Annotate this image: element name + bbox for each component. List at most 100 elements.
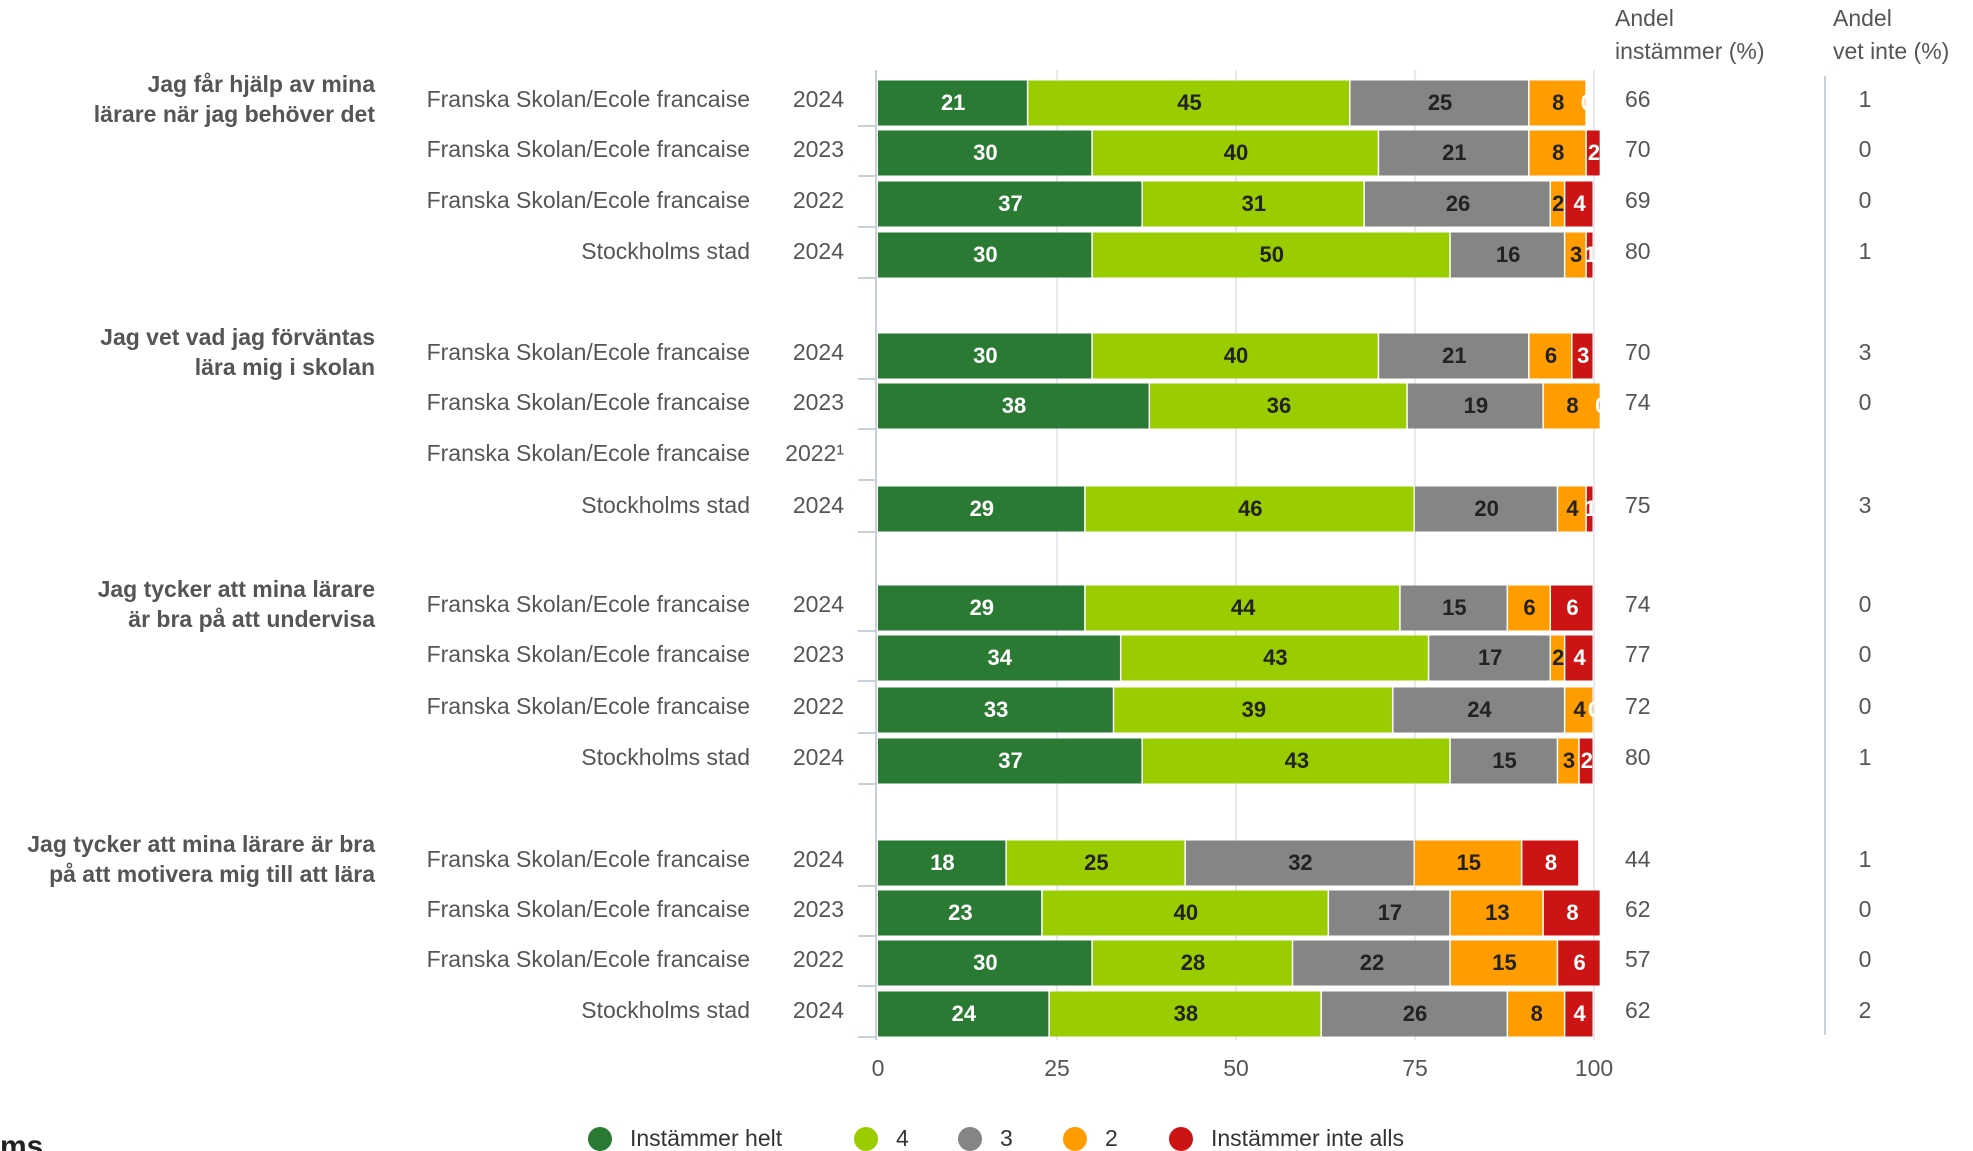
bar-segment bbox=[1558, 738, 1579, 784]
bar-segment bbox=[1185, 840, 1414, 886]
segment-label: 26 bbox=[1403, 1001, 1427, 1026]
segment-label: 44 bbox=[1231, 595, 1256, 620]
bar-segment bbox=[1565, 181, 1593, 227]
segment-label: 8 bbox=[1566, 900, 1578, 925]
segment-label: 25 bbox=[1084, 850, 1108, 875]
bar-segment bbox=[1085, 486, 1414, 532]
x-tick-label: 25 bbox=[1044, 1055, 1070, 1081]
segment-label: 21 bbox=[1442, 140, 1466, 165]
segment-label: 40 bbox=[1224, 140, 1248, 165]
question: Jag får hjälp av mina bbox=[147, 71, 375, 97]
bar-segment bbox=[1450, 232, 1564, 278]
segment-label: 23 bbox=[948, 900, 972, 925]
unit-label: Franska Skolan/Ecole francaise bbox=[427, 187, 750, 213]
agree-value: 69 bbox=[1625, 187, 1651, 213]
year-label: 2024 bbox=[793, 238, 844, 264]
dont-know-value: 0 bbox=[1859, 946, 1872, 972]
segment-label: 21 bbox=[941, 90, 965, 115]
segment-label: 25 bbox=[1428, 90, 1452, 115]
dont-know-value: 0 bbox=[1859, 136, 1872, 162]
segment-label: 22 bbox=[1360, 950, 1384, 975]
agree-value: 57 bbox=[1625, 946, 1651, 972]
segment-label: 20 bbox=[1474, 496, 1498, 521]
dont-know-value: 1 bbox=[1859, 238, 1872, 264]
agree-value: 62 bbox=[1625, 997, 1651, 1023]
bar-segment bbox=[1150, 383, 1407, 429]
segment-label: 2 bbox=[1552, 191, 1564, 216]
bar-segment bbox=[1558, 486, 1586, 532]
bar-segment bbox=[1407, 383, 1543, 429]
agree-value: 80 bbox=[1625, 744, 1651, 770]
question: Jag tycker att mina lärare bbox=[98, 576, 375, 602]
unit-label: Franska Skolan/Ecole francaise bbox=[427, 693, 750, 719]
segment-label: 8 bbox=[1531, 1001, 1543, 1026]
bar-segment bbox=[1085, 585, 1400, 631]
segment-label: 0 bbox=[1581, 90, 1593, 115]
dont-know-value: 3 bbox=[1859, 339, 1872, 365]
year-label: 2024 bbox=[793, 846, 844, 872]
segment-label: 0 bbox=[1588, 697, 1600, 722]
agree-value: 66 bbox=[1625, 86, 1651, 112]
year-label: 2022 bbox=[793, 693, 844, 719]
year-label: 2024 bbox=[793, 744, 844, 770]
bar-segment bbox=[1450, 890, 1543, 936]
unit-label: Franska Skolan/Ecole francaise bbox=[427, 591, 750, 617]
segment-label: 36 bbox=[1267, 393, 1291, 418]
year-label: 2024 bbox=[793, 591, 844, 617]
bar-segment bbox=[1529, 130, 1586, 176]
bar-segment bbox=[1579, 738, 1593, 784]
year-label: 2023 bbox=[793, 389, 844, 415]
dont-know-value: 0 bbox=[1859, 389, 1872, 415]
bar-segment bbox=[878, 890, 1042, 936]
segment-label: 28 bbox=[1181, 950, 1205, 975]
segment-label: 17 bbox=[1378, 900, 1402, 925]
unit-label: Stockholms stad bbox=[581, 744, 750, 770]
segment-label: 50 bbox=[1260, 242, 1284, 267]
bar-segment bbox=[1543, 890, 1600, 936]
segment-label: 2 bbox=[1588, 140, 1600, 165]
agree-value: 77 bbox=[1625, 641, 1651, 667]
bar-segment bbox=[878, 232, 1092, 278]
year-label: 2024 bbox=[793, 997, 844, 1023]
unit-label: Franska Skolan/Ecole francaise bbox=[427, 946, 750, 972]
bar-segment bbox=[1006, 840, 1185, 886]
bar-segment bbox=[1114, 687, 1393, 733]
agree-value: 70 bbox=[1625, 136, 1651, 162]
bar-segment bbox=[1092, 130, 1378, 176]
bar-segment bbox=[1400, 585, 1507, 631]
segment-label: 33 bbox=[984, 697, 1008, 722]
year-label: 2024 bbox=[793, 86, 844, 112]
year-label: 2024 bbox=[793, 492, 844, 518]
question: Jag vet vad jag förväntas bbox=[100, 324, 375, 350]
bar-segment bbox=[1508, 991, 1564, 1037]
legend-swatch bbox=[1063, 1127, 1087, 1151]
segment-label: 17 bbox=[1478, 645, 1502, 670]
legend-swatch bbox=[958, 1127, 982, 1151]
segment-label: 15 bbox=[1456, 850, 1480, 875]
bar-segment bbox=[878, 991, 1049, 1037]
unit-label: Franska Skolan/Ecole francaise bbox=[427, 86, 750, 112]
agree-value: 74 bbox=[1625, 389, 1651, 415]
bar-segment bbox=[878, 383, 1149, 429]
unit-label: Franska Skolan/Ecole francaise bbox=[427, 136, 750, 162]
segment-label: 3 bbox=[1570, 242, 1582, 267]
bar-segment bbox=[1321, 991, 1507, 1037]
unit-label: Franska Skolan/Ecole francaise bbox=[427, 339, 750, 365]
segment-label: 45 bbox=[1177, 90, 1201, 115]
segment-label: 21 bbox=[1442, 343, 1466, 368]
bar-segment bbox=[1293, 940, 1450, 986]
legend-label: 4 bbox=[896, 1125, 909, 1151]
bar-segment bbox=[1350, 80, 1529, 126]
question: på att motivera mig till att lära bbox=[49, 861, 375, 887]
segment-label: 8 bbox=[1566, 393, 1578, 418]
segment-label: 30 bbox=[973, 242, 997, 267]
year-label: 2023 bbox=[793, 136, 844, 162]
bar-segment bbox=[878, 80, 1027, 126]
segment-label: 18 bbox=[930, 850, 954, 875]
bar-segment bbox=[1558, 940, 1600, 986]
bar-segment bbox=[1543, 383, 1600, 429]
segment-label: 0 bbox=[1595, 393, 1607, 418]
bar-segment bbox=[1092, 333, 1378, 379]
segment-label: 16 bbox=[1496, 242, 1520, 267]
segment-label: 31 bbox=[1242, 191, 1266, 216]
